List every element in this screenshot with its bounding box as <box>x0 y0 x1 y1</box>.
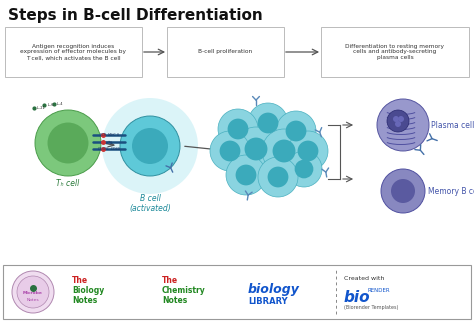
Text: B-cell proliferation: B-cell proliferation <box>199 49 253 55</box>
Circle shape <box>391 179 415 203</box>
Text: Created with: Created with <box>344 276 384 281</box>
Circle shape <box>210 131 250 171</box>
Circle shape <box>258 157 298 197</box>
Text: Plasma cell: Plasma cell <box>431 120 474 129</box>
Circle shape <box>295 160 313 178</box>
Text: bio: bio <box>344 290 371 305</box>
Text: Antigen recognition induces
expression of effector molecules by
T cell, which ac: Antigen recognition induces expression o… <box>20 44 127 60</box>
Text: Tₕ cell: Tₕ cell <box>56 179 80 188</box>
Circle shape <box>286 121 306 141</box>
Circle shape <box>228 118 248 139</box>
Circle shape <box>102 98 198 194</box>
Text: IL-6: IL-6 <box>47 103 54 107</box>
Circle shape <box>268 167 288 187</box>
Text: Memory B cell: Memory B cell <box>428 187 474 195</box>
Text: LIBRARY: LIBRARY <box>248 297 288 306</box>
Text: RENDER: RENDER <box>368 288 391 293</box>
Circle shape <box>245 138 267 160</box>
Circle shape <box>395 121 401 127</box>
Circle shape <box>273 140 295 162</box>
Circle shape <box>398 116 404 122</box>
Text: Biology: Biology <box>72 286 104 295</box>
Circle shape <box>234 127 278 171</box>
Circle shape <box>381 169 425 213</box>
Circle shape <box>262 129 306 173</box>
Text: Notes: Notes <box>72 296 97 305</box>
Circle shape <box>257 113 278 134</box>
FancyBboxPatch shape <box>167 27 284 77</box>
Text: Notes: Notes <box>27 298 39 302</box>
Circle shape <box>218 109 258 149</box>
Text: The: The <box>162 276 178 285</box>
Text: (Biorender Templates): (Biorender Templates) <box>344 305 398 310</box>
FancyBboxPatch shape <box>3 265 471 319</box>
Text: Microbe: Microbe <box>23 291 43 295</box>
Circle shape <box>387 110 409 132</box>
Text: IL-4: IL-4 <box>57 102 64 107</box>
Circle shape <box>35 110 101 176</box>
Text: Differentiation to resting memory
cells and antibody-secreting
plasma cells: Differentiation to resting memory cells … <box>346 44 445 60</box>
Text: IL-21: IL-21 <box>37 106 46 110</box>
Text: Chemistry: Chemistry <box>162 286 206 295</box>
Circle shape <box>236 165 256 186</box>
Circle shape <box>248 103 288 143</box>
Text: B cell
(activated): B cell (activated) <box>129 194 171 213</box>
Text: TCR  MHC II: TCR MHC II <box>100 134 118 137</box>
FancyBboxPatch shape <box>321 27 469 77</box>
Circle shape <box>47 123 89 163</box>
Circle shape <box>226 155 266 195</box>
Circle shape <box>393 116 399 122</box>
Circle shape <box>298 141 319 161</box>
Circle shape <box>120 116 180 176</box>
Text: CD40L  CD40: CD40L CD40 <box>98 148 120 152</box>
FancyBboxPatch shape <box>5 27 142 77</box>
Text: The: The <box>72 276 88 285</box>
Circle shape <box>132 128 168 164</box>
Circle shape <box>286 151 322 187</box>
Text: Steps in B-cell Differentiation: Steps in B-cell Differentiation <box>8 8 263 23</box>
Text: biology: biology <box>248 283 300 297</box>
Circle shape <box>276 111 316 151</box>
Circle shape <box>377 99 429 151</box>
Text: Notes: Notes <box>162 296 187 305</box>
Circle shape <box>12 271 54 313</box>
Circle shape <box>219 141 240 161</box>
Circle shape <box>288 131 328 171</box>
Text: CD4: CD4 <box>106 141 112 144</box>
Circle shape <box>17 276 49 308</box>
